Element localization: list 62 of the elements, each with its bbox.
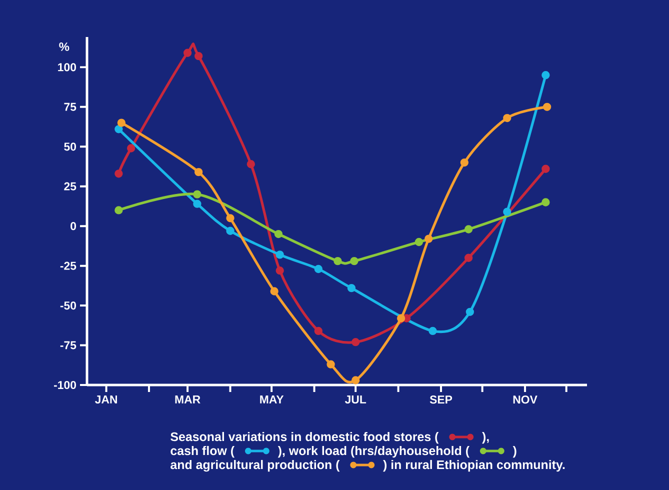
point xyxy=(183,48,192,57)
point xyxy=(352,376,360,384)
point xyxy=(193,190,202,198)
point xyxy=(503,114,512,122)
point xyxy=(276,250,284,259)
point xyxy=(126,144,136,152)
point xyxy=(542,198,550,206)
text: ) xyxy=(512,446,516,458)
text: ), xyxy=(482,432,489,444)
point xyxy=(314,326,322,336)
y-tick-label: 0 xyxy=(70,222,76,230)
point xyxy=(326,360,335,368)
point xyxy=(226,226,234,235)
text: ) in rural Ethiopian community. xyxy=(383,460,565,472)
point xyxy=(314,264,322,274)
point xyxy=(464,225,473,234)
y-tick-label: 100 xyxy=(58,63,76,72)
y-tick-label: -25 xyxy=(60,262,76,270)
point xyxy=(114,125,123,134)
point xyxy=(542,102,552,111)
point xyxy=(334,256,342,266)
point xyxy=(114,206,123,214)
y-tick-label: -50 xyxy=(60,301,76,310)
point xyxy=(352,338,360,346)
point xyxy=(194,168,203,176)
point xyxy=(270,287,278,296)
point xyxy=(117,118,126,127)
point xyxy=(396,314,406,322)
point xyxy=(193,200,202,208)
x-tick-label: JUL xyxy=(344,396,366,404)
text: ), work load (hrs/dayhousehold ( xyxy=(278,446,470,458)
y-tick-label: -100 xyxy=(54,380,76,390)
text: and agricultural production ( xyxy=(170,460,340,472)
x-tick-label: JAN xyxy=(94,396,117,404)
y-tick-label: 75 xyxy=(64,102,76,111)
point xyxy=(542,164,550,173)
y-tick-label: -75 xyxy=(60,341,76,350)
point xyxy=(460,158,468,167)
y-tick-label: 50 xyxy=(64,142,76,151)
point xyxy=(246,160,255,168)
point xyxy=(350,256,358,266)
point xyxy=(503,208,512,216)
point xyxy=(464,254,473,262)
point xyxy=(424,234,433,243)
point xyxy=(276,266,284,275)
x-tick-label: NOV xyxy=(513,396,538,404)
point xyxy=(428,326,437,336)
point xyxy=(542,71,550,80)
x-tick-label: SEP xyxy=(430,396,452,404)
point xyxy=(226,214,234,222)
point xyxy=(114,170,123,178)
point xyxy=(274,230,283,238)
y-tick-label: 25 xyxy=(64,182,76,190)
point xyxy=(194,52,203,60)
y-axis-title: % xyxy=(59,42,70,51)
point xyxy=(347,284,356,292)
point xyxy=(466,308,474,316)
x-tick-label: MAR xyxy=(175,396,200,404)
text: Seasonal variations in domestic food stores ( xyxy=(170,432,439,444)
x-tick-label: MAY xyxy=(260,396,284,404)
text: cash flow ( xyxy=(170,446,235,458)
point xyxy=(414,238,424,246)
